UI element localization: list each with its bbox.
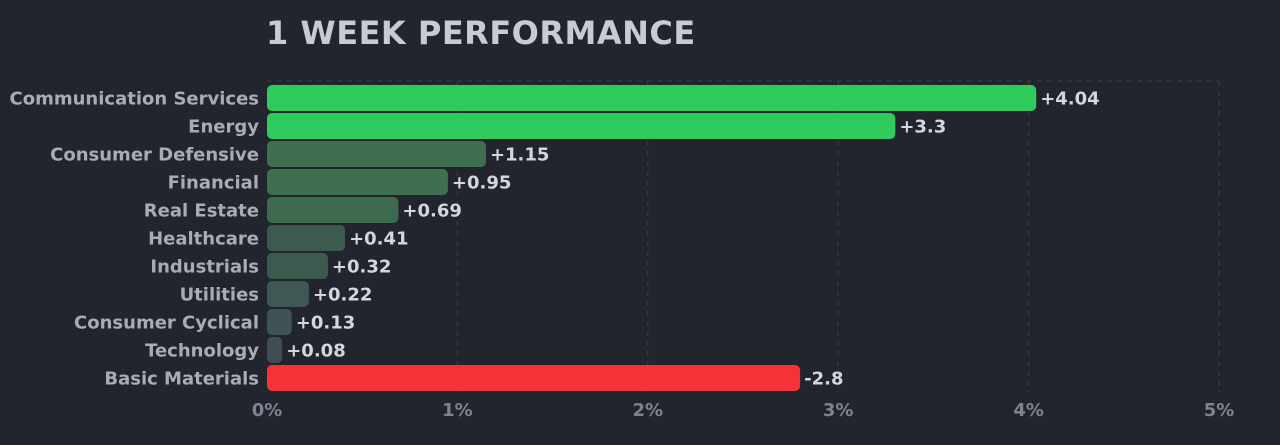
- bar: [267, 141, 486, 167]
- bar: [267, 225, 346, 251]
- value-label: +4.04: [1040, 89, 1100, 110]
- category-label: Industrials: [150, 257, 259, 278]
- category-label: Healthcare: [148, 229, 259, 250]
- category-label: Basic Materials: [104, 369, 259, 390]
- category-label: Technology: [145, 341, 259, 362]
- bar: [267, 113, 896, 139]
- x-tick-label: 0%: [252, 400, 283, 421]
- bar: [267, 337, 283, 363]
- x-tick-label: 1%: [442, 400, 473, 421]
- x-tick-label: 3%: [823, 400, 854, 421]
- category-label: Communication Services: [10, 89, 259, 110]
- category-label: Consumer Cyclical: [74, 313, 259, 334]
- value-label: +0.95: [452, 173, 512, 194]
- value-label: +1.15: [490, 145, 549, 166]
- category-label: Real Estate: [144, 201, 259, 222]
- x-tick-label: 5%: [1204, 400, 1235, 421]
- value-label: +0.69: [402, 201, 462, 222]
- bar: [267, 309, 292, 335]
- value-label: +0.41: [349, 229, 409, 250]
- bar: [267, 365, 801, 391]
- category-label: Financial: [168, 173, 259, 194]
- value-label: +0.32: [332, 257, 392, 278]
- bar: [267, 169, 448, 195]
- category-label: Energy: [188, 117, 259, 138]
- chart-title: 1 WEEK PERFORMANCE: [266, 14, 696, 52]
- x-tick-label: 4%: [1013, 400, 1044, 421]
- value-label: +3.3: [899, 117, 946, 138]
- value-label: +0.13: [296, 313, 356, 334]
- bar: [267, 197, 399, 223]
- value-label: +0.22: [313, 285, 373, 306]
- bar: [267, 253, 328, 279]
- category-label: Consumer Defensive: [50, 145, 259, 166]
- value-label: +0.08: [286, 341, 346, 362]
- value-label: -2.8: [804, 369, 843, 390]
- bar: [267, 85, 1037, 111]
- bar: [267, 281, 309, 307]
- x-tick-label: 2%: [633, 400, 664, 421]
- category-label: Utilities: [180, 285, 259, 306]
